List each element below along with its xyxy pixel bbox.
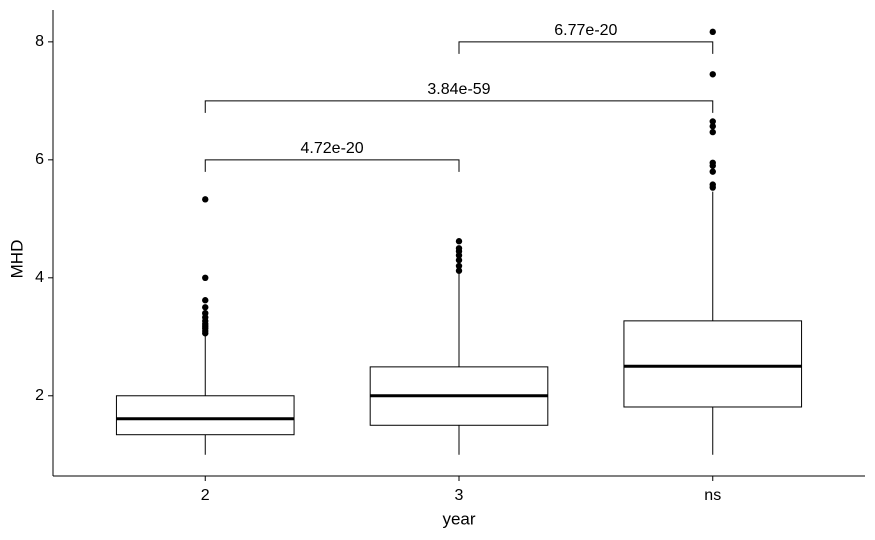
outlier xyxy=(709,28,716,36)
outlier xyxy=(709,168,716,175)
x-axis-title: year xyxy=(442,509,475,528)
outlier xyxy=(709,128,716,136)
outlier xyxy=(202,274,209,282)
comparison-bracket xyxy=(458,41,714,54)
comparison-bracket xyxy=(204,100,714,113)
outlier xyxy=(455,238,463,245)
outlier xyxy=(709,159,716,166)
y-tick-label: 2 xyxy=(35,387,44,404)
outlier xyxy=(202,309,209,317)
y-axis-title: MHD xyxy=(7,240,26,279)
x-tick-label: 2 xyxy=(201,487,210,504)
x-tick-label: ns xyxy=(704,487,721,504)
outlier xyxy=(202,196,209,203)
outlier xyxy=(455,267,463,274)
outlier xyxy=(455,256,463,264)
y-tick-label: 4 xyxy=(35,269,44,286)
outlier xyxy=(709,181,716,188)
box xyxy=(115,395,295,436)
y-tick-label: 8 xyxy=(35,33,44,50)
y-tick-label: 6 xyxy=(35,151,44,168)
outlier xyxy=(709,118,716,125)
comparison-label: 4.72e-20 xyxy=(301,140,364,157)
comparison-label: 3.84e-59 xyxy=(427,81,490,98)
outlier xyxy=(202,297,209,304)
outlier xyxy=(709,71,716,78)
outlier xyxy=(202,304,209,311)
comparison-label: 6.77e-20 xyxy=(554,22,617,39)
x-tick-label: 3 xyxy=(455,487,464,504)
comparison-bracket xyxy=(204,159,460,172)
outlier xyxy=(455,262,463,270)
outlier xyxy=(709,123,716,130)
box xyxy=(623,320,803,408)
outlier xyxy=(455,245,463,252)
